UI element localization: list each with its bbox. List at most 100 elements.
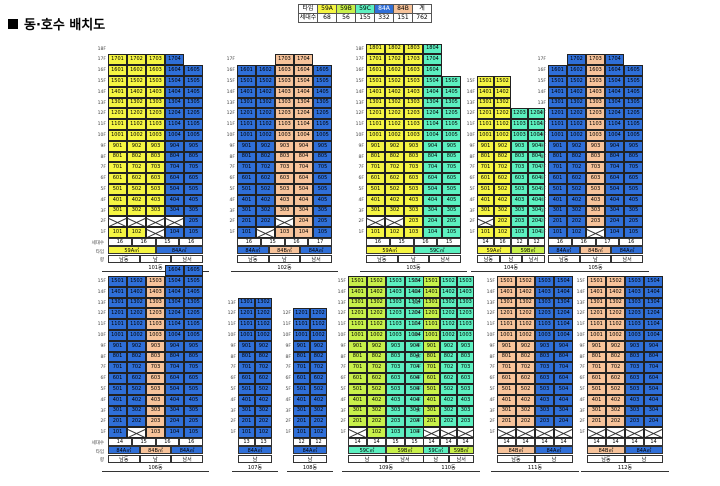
unit-cell[interactable]: 604: [165, 173, 184, 184]
unit-cell[interactable]: 1502: [127, 76, 146, 87]
unit-cell[interactable]: 1502: [494, 76, 511, 87]
unit-cell[interactable]: 1201: [423, 308, 440, 320]
unit-cell[interactable]: 1304: [423, 97, 442, 109]
unit-cell[interactable]: 802: [606, 351, 625, 363]
unit-cell[interactable]: 702: [516, 362, 535, 374]
unit-cell[interactable]: 301: [548, 205, 567, 217]
unit-cell[interactable]: 1104: [554, 319, 573, 330]
unit-cell[interactable]: 804: [423, 151, 442, 163]
unit-cell[interactable]: 802: [127, 351, 146, 363]
unit-cell[interactable]: 1104: [528, 119, 545, 130]
unit-cell[interactable]: 201: [548, 216, 567, 228]
unit-cell[interactable]: 1203: [275, 108, 294, 120]
unit-cell[interactable]: 1001: [497, 330, 516, 341]
unit-cell[interactable]: 901: [587, 340, 606, 352]
unit-cell[interactable]: 603: [386, 373, 405, 384]
unit-cell[interactable]: 305: [442, 205, 461, 217]
unit-cell[interactable]: 1202: [440, 308, 457, 320]
unit-cell[interactable]: 405: [184, 394, 203, 406]
unit-cell[interactable]: 1102: [385, 119, 404, 130]
unit-cell[interactable]: 1201: [366, 108, 385, 120]
unit-cell[interactable]: 1402: [367, 286, 386, 298]
unit-cell[interactable]: 1103: [457, 319, 474, 330]
unit-cell[interactable]: 1401: [348, 286, 367, 298]
unit-cell[interactable]: 1105: [624, 119, 643, 130]
unit-cell[interactable]: 1302: [127, 297, 146, 309]
unit-cell[interactable]: 1504: [423, 76, 442, 87]
unit-cell[interactable]: 402: [255, 394, 272, 406]
unit-cell[interactable]: 1304: [605, 97, 624, 109]
unit-cell[interactable]: 704: [605, 162, 624, 174]
unit-cell[interactable]: 1302: [440, 297, 457, 309]
unit-cell[interactable]: 1502: [567, 76, 586, 87]
unit-cell[interactable]: 505: [442, 184, 461, 195]
unit-cell[interactable]: 1402: [606, 286, 625, 298]
unit-cell[interactable]: 1202: [310, 308, 327, 320]
unit-cell[interactable]: 505: [184, 184, 203, 195]
unit-cell[interactable]: 204: [294, 216, 313, 228]
unit-cell[interactable]: 303: [275, 205, 294, 217]
unit-cell[interactable]: 501: [348, 384, 367, 395]
unit-cell[interactable]: 1202: [385, 108, 404, 120]
unit-cell[interactable]: 504: [554, 384, 573, 395]
unit-cell[interactable]: 301: [108, 405, 127, 417]
unit-cell[interactable]: 101: [548, 227, 567, 238]
unit-cell[interactable]: 905: [442, 140, 461, 152]
unit-cell[interactable]: 205: [624, 216, 643, 228]
unit-cell[interactable]: [457, 427, 474, 438]
unit-cell[interactable]: 1002: [256, 130, 275, 141]
unit-cell[interactable]: 704: [294, 162, 313, 174]
unit-cell[interactable]: 804: [644, 351, 663, 363]
unit-cell[interactable]: 304: [165, 405, 184, 417]
unit-cell[interactable]: 502: [385, 184, 404, 195]
unit-cell[interactable]: 103: [386, 427, 405, 438]
unit-cell[interactable]: 1201: [587, 308, 606, 320]
unit-cell[interactable]: 605: [184, 173, 203, 184]
unit-cell[interactable]: 603: [586, 173, 605, 184]
unit-cell[interactable]: 704: [644, 362, 663, 374]
unit-cell[interactable]: 1502: [256, 76, 275, 87]
unit-cell[interactable]: 1002: [516, 330, 535, 341]
unit-cell[interactable]: 1001: [477, 130, 494, 141]
unit-cell[interactable]: 501: [237, 184, 256, 195]
unit-cell[interactable]: 1101: [423, 319, 440, 330]
unit-cell[interactable]: 1205: [624, 108, 643, 120]
unit-cell[interactable]: 402: [367, 394, 386, 406]
unit-cell[interactable]: 1105: [313, 119, 332, 130]
unit-cell[interactable]: 901: [108, 140, 127, 152]
unit-cell[interactable]: 805: [442, 151, 461, 163]
unit-cell[interactable]: 801: [237, 151, 256, 163]
unit-cell[interactable]: 1205: [184, 308, 203, 320]
unit-cell[interactable]: 1202: [127, 308, 146, 320]
unit-cell[interactable]: 502: [606, 384, 625, 395]
unit-cell[interactable]: 1403: [586, 86, 605, 98]
unit-cell[interactable]: 204: [605, 216, 624, 228]
unit-cell[interactable]: [108, 216, 127, 228]
unit-cell[interactable]: 404: [165, 394, 184, 406]
unit-cell[interactable]: 302: [516, 405, 535, 417]
unit-cell[interactable]: 1003: [586, 130, 605, 141]
unit-cell[interactable]: 901: [237, 140, 256, 152]
unit-cell[interactable]: 403: [535, 394, 554, 406]
unit-cell[interactable]: 1001: [237, 130, 256, 141]
unit-cell[interactable]: 1502: [606, 276, 625, 287]
unit-cell[interactable]: 801: [497, 351, 516, 363]
unit-cell[interactable]: 1001: [548, 130, 567, 141]
unit-cell[interactable]: 602: [516, 373, 535, 384]
unit-cell[interactable]: 102: [567, 227, 586, 238]
unit-cell[interactable]: [606, 427, 625, 438]
unit-cell[interactable]: 1703: [586, 54, 605, 66]
unit-cell[interactable]: 305: [313, 205, 332, 217]
unit-cell[interactable]: 802: [516, 351, 535, 363]
unit-cell[interactable]: 1402: [440, 286, 457, 298]
unit-cell[interactable]: 901: [238, 340, 255, 352]
unit-cell[interactable]: 702: [606, 362, 625, 374]
unit-cell[interactable]: 1101: [548, 119, 567, 130]
unit-cell[interactable]: 1103: [146, 319, 165, 330]
unit-cell[interactable]: 1403: [386, 286, 405, 298]
unit-cell[interactable]: 1003: [535, 330, 554, 341]
unit-cell[interactable]: 1102: [127, 119, 146, 130]
unit-cell[interactable]: 702: [127, 162, 146, 174]
unit-cell[interactable]: 605: [313, 173, 332, 184]
unit-cell[interactable]: 903: [535, 340, 554, 352]
